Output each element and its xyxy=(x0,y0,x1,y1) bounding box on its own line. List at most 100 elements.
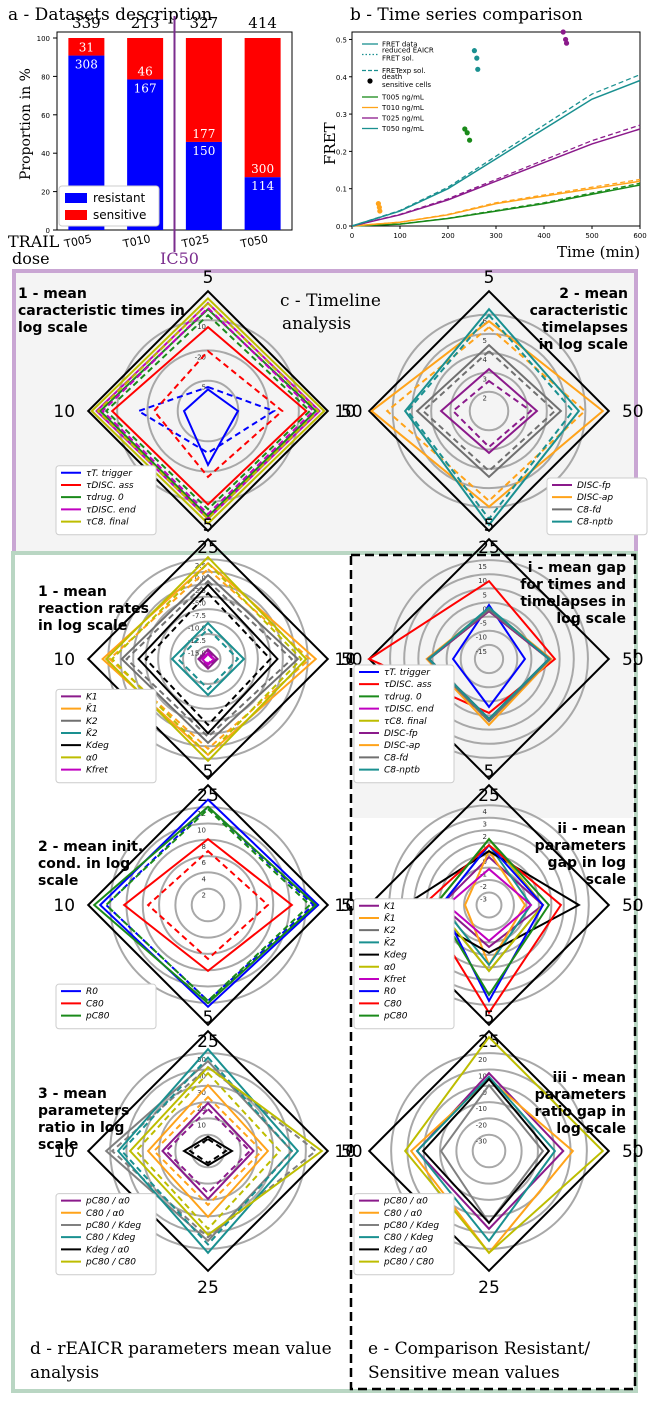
radar-ring-label: 2 xyxy=(483,833,487,841)
bar-sensitive xyxy=(185,38,222,142)
legend-swatch-sensitive xyxy=(65,210,87,220)
radar-frame xyxy=(367,783,611,1027)
radar-ring xyxy=(459,629,519,689)
radar-ring xyxy=(158,1101,258,1201)
legend-label: C80 xyxy=(86,999,104,1009)
radar-series xyxy=(439,843,545,1003)
radar-frame xyxy=(367,1029,611,1273)
radar-legend: pC80 / α0 C80 / α0 pC80 / Kdeg C80 / Kdeg Kd… xyxy=(353,1193,455,1276)
radar-ring-label: -10 xyxy=(476,634,487,642)
radar-title: for times and xyxy=(520,577,626,593)
y-tick-label: 100 xyxy=(37,35,50,43)
panel-a-ylabel: Proportion in % xyxy=(18,68,34,180)
legend-label: C80 / Kdeg xyxy=(384,1233,434,1243)
radar-ring-label: -15 xyxy=(476,648,487,656)
panel-c-title-1: c - Timeline xyxy=(280,291,381,311)
radar-title: parameters xyxy=(535,838,626,854)
bar-resistant-label: 167 xyxy=(134,81,157,95)
y-tick-label: 0.3 xyxy=(336,111,347,119)
panel-b-title: b - Time series comparison xyxy=(350,5,583,25)
legend-label: Kdeg / α0 xyxy=(86,1245,130,1255)
radar-axis-label: 5 xyxy=(484,268,495,288)
radar-title: timelapses in xyxy=(520,594,626,610)
radar-ring-label: 5 xyxy=(202,384,206,392)
legend-label: τT. trigger xyxy=(86,469,133,479)
panel-c-title-2: analysis xyxy=(282,314,351,334)
legend-label: α0 xyxy=(384,963,396,973)
x-tick-label: 500 xyxy=(585,232,598,240)
series-dashed-line xyxy=(351,182,641,227)
legend-label: Kdeg xyxy=(384,951,407,961)
legend-label: C80 / α0 xyxy=(86,1209,124,1219)
radar-series xyxy=(110,325,308,506)
legend-label: pC80 / Kdeg xyxy=(85,1221,141,1231)
radar-ring xyxy=(475,891,503,919)
legend-box xyxy=(55,983,157,1030)
radar-axis-label: 5 xyxy=(484,1008,495,1028)
radar-series xyxy=(403,1035,605,1255)
radar-axis-label: 5 xyxy=(203,516,214,536)
legend-label: Kdeg xyxy=(86,741,109,751)
radar-ring xyxy=(445,615,533,703)
radar-ring-label: -15.0 xyxy=(188,650,206,658)
radar-axis-label: 10 xyxy=(334,650,356,670)
radar-ring-label: 4 xyxy=(483,808,488,816)
radar-legend: K1K̄1 K2K̄2 Kdeg α0 Kfret xyxy=(55,688,157,784)
panel-e-title-2: Sensitive mean values xyxy=(368,1363,560,1383)
legend-box xyxy=(353,898,455,1030)
y-tick-label: 20 xyxy=(41,189,50,197)
radar-series-dashed xyxy=(104,807,312,1003)
panel-a: a - Datasets description Proportion in %… xyxy=(8,5,293,268)
legend-label: DISC-fp xyxy=(384,729,418,739)
radar-axis-label: 5 xyxy=(203,1008,214,1028)
radar-series-dashed xyxy=(108,567,312,751)
radar-ring xyxy=(174,1117,242,1185)
radar-ring xyxy=(194,645,222,673)
radar-ring-label: -30 xyxy=(476,1138,487,1146)
radar-ring-label: 6 xyxy=(202,859,207,867)
radar-axis-label: 5 xyxy=(484,762,495,782)
legend-label: DISC-fp xyxy=(577,481,611,491)
legend-label: death xyxy=(382,73,402,81)
radar-axis-label: 25 xyxy=(478,786,500,806)
legend-box xyxy=(55,1193,157,1276)
legend-label: T010 ng/mL xyxy=(381,104,424,112)
radar-title: scale xyxy=(38,1137,78,1153)
radar-title: 2 - mean init. xyxy=(38,839,143,855)
panel-e-title-1: e - Comparison Resistant/ xyxy=(368,1339,590,1359)
radar-ring xyxy=(125,1068,291,1234)
radar-ring xyxy=(468,390,510,432)
radar-legend: K1K̄1 K2K̄2 Kdeg α0 Kfret R0 C80 pC80 xyxy=(353,898,455,1030)
legend-box xyxy=(55,465,157,536)
radar-frame xyxy=(367,537,611,781)
legend-box xyxy=(353,1193,455,1276)
legend-label: pC80 xyxy=(85,1012,110,1022)
radar-series-dashed xyxy=(451,379,533,449)
radar-ring xyxy=(471,1133,507,1169)
radar-axis-label: 50 xyxy=(341,1142,363,1162)
radar-axis-label: 5 xyxy=(203,762,214,782)
x-tick-label: 400 xyxy=(537,232,550,240)
radar-series-dashed xyxy=(120,1056,294,1246)
radar-series xyxy=(439,855,545,949)
radar-ring xyxy=(449,371,529,451)
radar-axis-label: 25 xyxy=(478,538,500,558)
bar-resistant xyxy=(185,141,222,230)
radar-axis-label: 50 xyxy=(622,1142,644,1162)
radar-axis-label: 5 xyxy=(203,268,214,288)
legend-label: pC80 / C80 xyxy=(383,1258,434,1268)
radar-ring-label: 8 xyxy=(202,843,206,851)
y-tick-label: 40 xyxy=(41,150,50,158)
radar-series-dashed xyxy=(176,627,240,691)
x-tick-label: 600 xyxy=(633,232,646,240)
radar-title: parameters xyxy=(38,1103,129,1119)
bar-resistant-label: 308 xyxy=(75,58,98,72)
radar-ring-label: 2.5 xyxy=(195,562,206,570)
radar-axis-label: 50 xyxy=(622,896,644,916)
legend-label: K1 xyxy=(384,902,396,912)
radar-ring-label: -2 xyxy=(480,883,487,891)
panel-e-frame xyxy=(349,553,637,1391)
x-tick-label: T025 xyxy=(180,232,211,251)
